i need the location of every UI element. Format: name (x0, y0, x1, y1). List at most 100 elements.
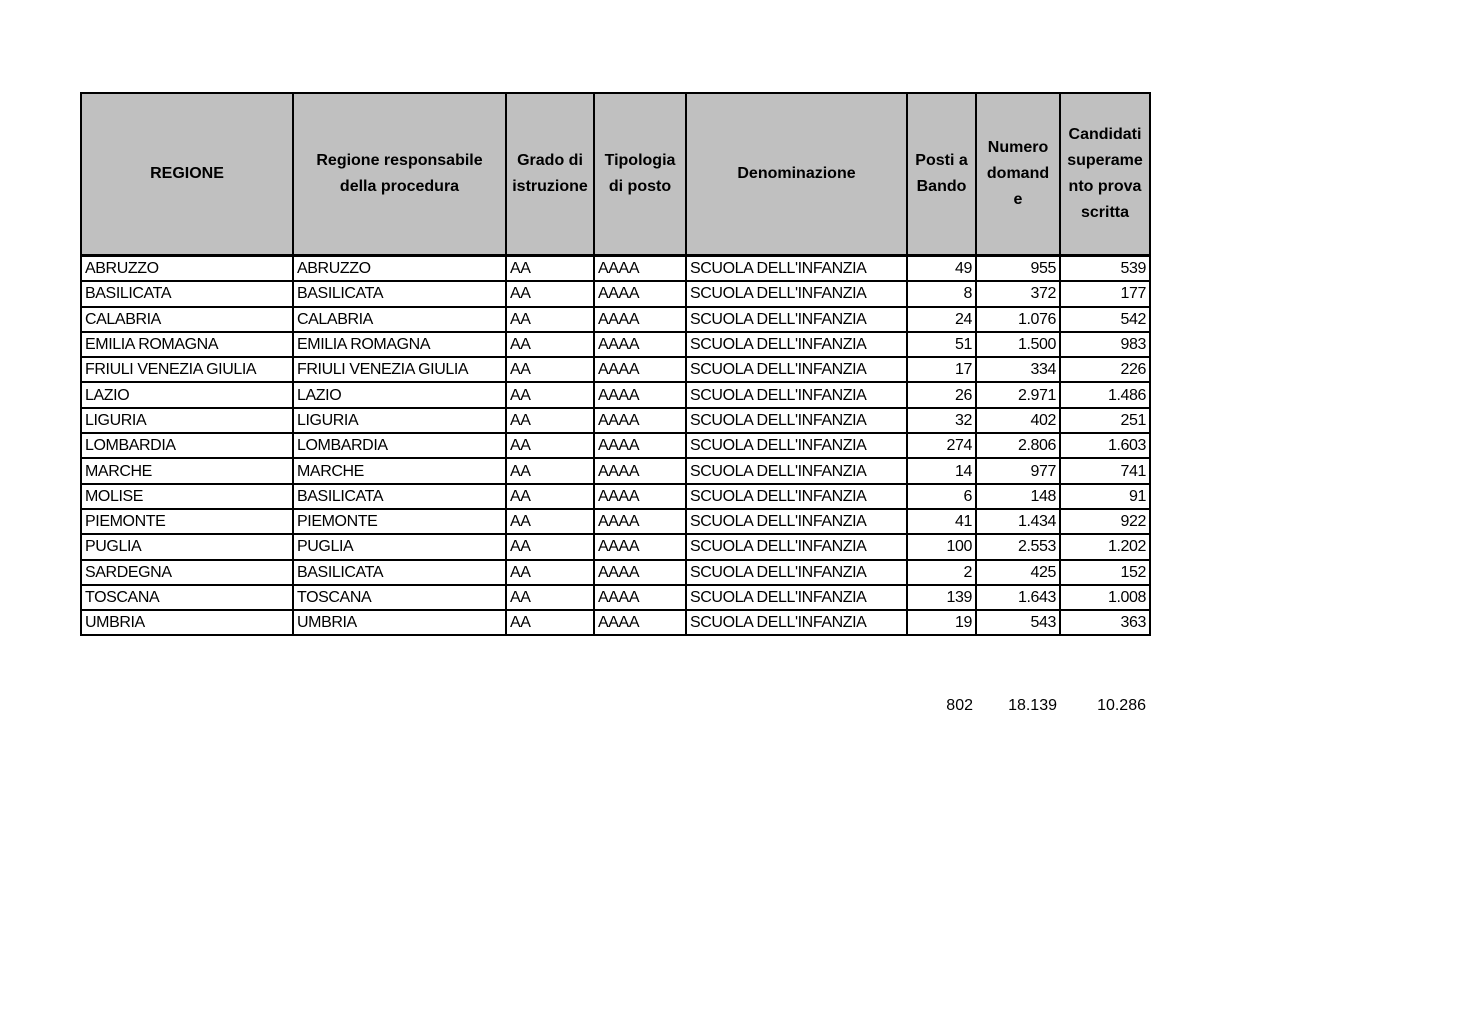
header-grado-istruzione: Grado di istruzione (505, 92, 595, 257)
cell-numero-domande: 2.971 (975, 381, 1061, 409)
header-line: Posti a (915, 152, 968, 169)
cell-tipologia-posto: AAAA (593, 254, 687, 283)
cell-tipologia-posto: AAAA (593, 381, 687, 409)
cell-candidati-superamento: 1.202 (1059, 533, 1151, 561)
cell-regione: SARDEGNA (80, 558, 294, 586)
total-candidati: 10.286 (1097, 697, 1146, 714)
cell-candidati-superamento: 1.008 (1059, 583, 1151, 612)
header-line: nto prova (1068, 178, 1142, 195)
header-line: domand (986, 165, 1050, 182)
cell-regione: MARCHE (80, 457, 294, 485)
header-line: superame (1067, 152, 1143, 169)
table-row: PIEMONTE PIEMONTE AA AAAA SCUOLA DELL'INFANZ… (80, 507, 1151, 536)
cell-regione-responsabile: PIEMONTE (292, 507, 507, 536)
cell-grado-istruzione: AA (505, 330, 595, 359)
cell-regione-responsabile: CALABRIA (292, 305, 507, 333)
cell-numero-domande: 1.434 (975, 507, 1061, 536)
cell-grado-istruzione: AA (505, 381, 595, 409)
table-row: UMBRIA UMBRIA AA AAAA SCUOLA DELL'INFANZIA 19… (80, 609, 1151, 637)
cell-regione-responsabile: FRIULI VENEZIA GIULIA (292, 356, 507, 384)
header-line: Candidati (1068, 126, 1142, 143)
cell-candidati-superamento: 741 (1059, 457, 1151, 485)
cell-regione-responsabile: MARCHE (292, 457, 507, 485)
cell-regione: PIEMONTE (80, 507, 294, 536)
cell-posti-bando: 6 (906, 482, 977, 510)
cell-regione: BASILICATA (80, 280, 294, 308)
cell-candidati-superamento: 1.486 (1059, 381, 1151, 409)
cell-candidati-superamento: 363 (1059, 609, 1151, 637)
table-row: SARDEGNA BASILICATA AA AAAA SCUOLA DELL'INFA… (80, 558, 1151, 586)
cell-candidati-superamento: 251 (1059, 406, 1151, 435)
table-row: CALABRIA CALABRIA AA AAAA SCUOLA DELL'INFANZ… (80, 305, 1151, 333)
cell-numero-domande: 334 (975, 356, 1061, 384)
table-row: FRIULI VENEZIA GIULIA FRIULI VENEZIA GIUL… (80, 356, 1151, 384)
cell-denominazione: SCUOLA DELL'INFANZIA (685, 457, 908, 485)
cell-posti-bando: 49 (906, 254, 977, 283)
cell-posti-bando: 32 (906, 406, 977, 435)
cell-posti-bando: 24 (906, 305, 977, 333)
cell-regione: CALABRIA (80, 305, 294, 333)
cell-denominazione: SCUOLA DELL'INFANZIA (685, 280, 908, 308)
cell-grado-istruzione: AA (505, 305, 595, 333)
header-regione: REGIONE (80, 92, 294, 257)
header-denominazione: Denominazione (685, 92, 908, 257)
cell-grado-istruzione: AA (505, 254, 595, 283)
header-line: REGIONE (150, 165, 224, 182)
cell-regione-responsabile: BASILICATA (292, 482, 507, 510)
cell-candidati-superamento: 539 (1059, 254, 1151, 283)
cell-tipologia-posto: AAAA (593, 609, 687, 637)
cell-regione: LOMBARDIA (80, 432, 294, 460)
cell-numero-domande: 543 (975, 609, 1061, 637)
cell-tipologia-posto: AAAA (593, 583, 687, 612)
header-line: Regione responsabile (316, 152, 483, 169)
cell-candidati-superamento: 1.603 (1059, 432, 1151, 460)
cell-regione: UMBRIA (80, 609, 294, 637)
cell-regione: MOLISE (80, 482, 294, 510)
cell-candidati-superamento: 922 (1059, 507, 1151, 536)
header-line: Bando (916, 178, 967, 195)
cell-numero-domande: 1.500 (975, 330, 1061, 359)
cell-regione-responsabile: UMBRIA (292, 609, 507, 637)
cell-tipologia-posto: AAAA (593, 432, 687, 460)
cell-grado-istruzione: AA (505, 583, 595, 612)
header-line: istruzione (512, 178, 588, 195)
header-line: scritta (1080, 204, 1130, 221)
cell-regione: EMILIA ROMAGNA (80, 330, 294, 359)
cell-numero-domande: 372 (975, 280, 1061, 308)
cell-denominazione: SCUOLA DELL'INFANZIA (685, 305, 908, 333)
cell-numero-domande: 1.643 (975, 583, 1061, 612)
cell-tipologia-posto: AAAA (593, 533, 687, 561)
cell-denominazione: SCUOLA DELL'INFANZIA (685, 482, 908, 510)
cell-denominazione: SCUOLA DELL'INFANZIA (685, 406, 908, 435)
cell-tipologia-posto: AAAA (593, 482, 687, 510)
cell-grado-istruzione: AA (505, 457, 595, 485)
cell-posti-bando: 274 (906, 432, 977, 460)
cell-grado-istruzione: AA (505, 280, 595, 308)
header-line: della procedura (339, 178, 460, 195)
cell-grado-istruzione: AA (505, 507, 595, 536)
cell-regione: ABRUZZO (80, 254, 294, 283)
cell-tipologia-posto: AAAA (593, 356, 687, 384)
cell-grado-istruzione: AA (505, 432, 595, 460)
header-row: REGIONE Regione responsabile della procedu… (80, 92, 1151, 257)
concorso-table: REGIONE Regione responsabile della procedu… (80, 92, 1151, 637)
cell-denominazione: SCUOLA DELL'INFANZIA (685, 432, 908, 460)
cell-posti-bando: 17 (906, 356, 977, 384)
cell-regione-responsabile: BASILICATA (292, 280, 507, 308)
cell-regione-responsabile: ABRUZZO (292, 254, 507, 283)
cell-grado-istruzione: AA (505, 558, 595, 586)
cell-regione-responsabile: TOSCANA (292, 583, 507, 612)
cell-tipologia-posto: AAAA (593, 457, 687, 485)
table-row: MARCHE MARCHE AA AAAA SCUOLA DELL'INFANZIA 14… (80, 457, 1151, 485)
cell-numero-domande: 402 (975, 406, 1061, 435)
cell-numero-domande: 2.806 (975, 432, 1061, 460)
header-line: e (1013, 191, 1023, 208)
table-row: MOLISE BASILICATA AA AAAA SCUOLA DELL'INFANZ… (80, 482, 1151, 510)
header-line: Denominazione (737, 165, 856, 182)
cell-candidati-superamento: 91 (1059, 482, 1151, 510)
table-row: PUGLIA PUGLIA AA AAAA SCUOLA DELL'INFANZIA 10… (80, 533, 1151, 561)
cell-grado-istruzione: AA (505, 533, 595, 561)
cell-denominazione: SCUOLA DELL'INFANZIA (685, 330, 908, 359)
cell-regione-responsabile: BASILICATA (292, 558, 507, 586)
cell-candidati-superamento: 152 (1059, 558, 1151, 586)
